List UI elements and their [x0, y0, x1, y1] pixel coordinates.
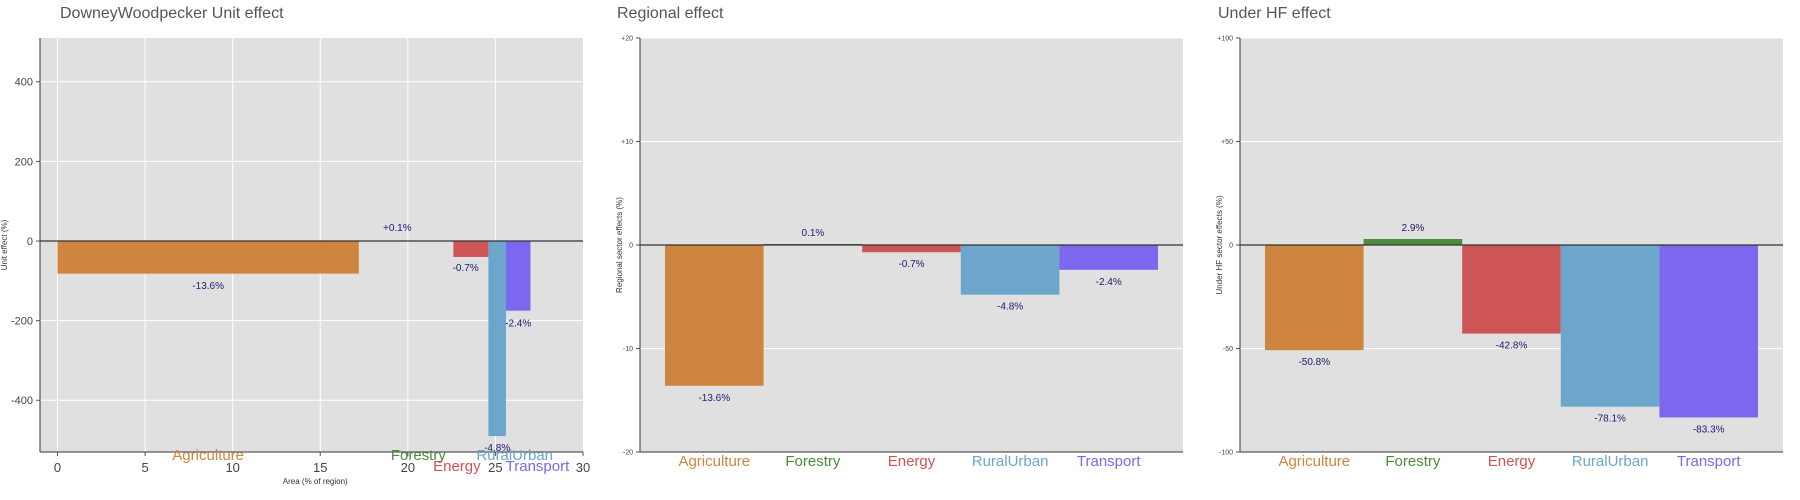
data-label-agriculture: -13.6% — [192, 281, 224, 292]
x-tick-label: 10 — [225, 460, 239, 475]
y-tick-label: 0 — [27, 236, 33, 248]
x-tick-label: 20 — [401, 460, 415, 475]
data-label-energy: -0.7% — [898, 259, 924, 270]
y-tick-label: -100 — [1219, 449, 1233, 456]
bar-energy — [862, 245, 961, 253]
y-tick-label: 0 — [629, 242, 633, 249]
y-axis-title: Under HF sector effects (%) — [1215, 195, 1224, 294]
chart-panel-3: Under HF effect +100 +50 0 -50 -100 Under HF s… — [1215, 5, 1783, 470]
y-tick-label: -50 — [1223, 346, 1233, 353]
category-label-agriculture: Agriculture — [172, 447, 244, 464]
chart-panel-1: DowneyWoodpecker Unit effect4002000-200-… — [0, 5, 590, 486]
category-label-ruralurban: RuralUrban — [972, 453, 1049, 470]
category-label-energy: Energy — [888, 453, 936, 470]
data-label-agriculture: -13.6% — [698, 393, 730, 404]
y-tick-label: 200 — [15, 156, 33, 168]
bar-ruralurban — [488, 241, 506, 437]
y-tick-label: -10 — [623, 346, 633, 353]
data-label-transport: -83.3% — [1693, 424, 1725, 435]
data-label-forestry: 2.9% — [1402, 223, 1425, 234]
category-label-transport: Transport — [1077, 453, 1141, 470]
chart-title: Regional effect — [617, 5, 724, 22]
bar-agriculture — [1265, 245, 1364, 351]
x-tick-label: 5 — [141, 460, 148, 475]
category-label-forestry: Forestry — [391, 447, 447, 464]
y-tick-label: -400 — [11, 395, 33, 407]
y-axis-title: Unit effect (%) — [0, 219, 9, 270]
category-label-transport: Transport — [506, 458, 570, 475]
y-tick-label: +20 — [621, 35, 633, 42]
category-label-energy: Energy — [433, 458, 481, 475]
bar-transport — [1659, 245, 1758, 418]
chart-title: Under HF effect — [1218, 5, 1331, 22]
category-label-transport: Transport — [1677, 453, 1741, 470]
chart-title: DowneyWoodpecker Unit effect — [60, 5, 284, 22]
bar-forestry — [1363, 238, 1463, 245]
data-label-forestry: 0.1% — [802, 228, 825, 239]
y-tick-label: -20 — [623, 449, 633, 456]
y-axis-title: Regional sector effects (%) — [615, 197, 624, 293]
bar-ruralurban — [960, 245, 1060, 295]
y-tick-label: +50 — [1221, 139, 1233, 146]
data-label-ruralurban: -4.8% — [997, 302, 1023, 313]
data-label-transport: -2.4% — [505, 319, 531, 330]
category-label-ruralurban: RuralUrban — [1572, 453, 1649, 470]
bar-transport — [505, 241, 531, 311]
category-label-energy: Energy — [1488, 453, 1536, 470]
x-tick-label: 0 — [54, 460, 61, 475]
y-tick-label: +10 — [621, 139, 633, 146]
category-label-agriculture: Agriculture — [1278, 453, 1350, 470]
data-label-ruralurban: -78.1% — [1594, 414, 1626, 425]
y-tick-label: 0 — [1229, 242, 1233, 249]
category-label-agriculture: Agriculture — [678, 453, 750, 470]
x-tick-label: 15 — [313, 460, 327, 475]
x-axis-title: Area (% of region) — [283, 477, 348, 486]
category-label-ruralurban: RuralUrban — [476, 447, 553, 464]
category-label-forestry: Forestry — [785, 453, 841, 470]
bar-agriculture — [665, 245, 764, 386]
bar-agriculture — [57, 241, 359, 274]
data-label-agriculture: -50.8% — [1298, 357, 1330, 368]
bar-transport — [1059, 245, 1158, 270]
bar-ruralurban — [1560, 245, 1660, 407]
data-label-forestry: +0.1% — [383, 223, 412, 234]
data-label-ruralurban: -4.8% — [484, 443, 510, 454]
x-tick-label: 30 — [576, 460, 590, 475]
data-label-energy: -0.7% — [453, 263, 479, 274]
data-label-transport: -2.4% — [1096, 277, 1122, 288]
category-label-forestry: Forestry — [1385, 453, 1441, 470]
bar-energy — [1462, 245, 1561, 334]
x-tick-label: 25 — [488, 460, 502, 475]
y-tick-label: -200 — [11, 315, 33, 327]
data-label-energy: -42.8% — [1496, 341, 1528, 352]
chart-panel-2: Regional effect +20 +10 0 -10 -20 Regional sec… — [615, 5, 1183, 470]
bar-energy — [453, 241, 489, 257]
y-tick-label: 400 — [15, 77, 33, 89]
y-tick-label: +100 — [1217, 35, 1233, 42]
